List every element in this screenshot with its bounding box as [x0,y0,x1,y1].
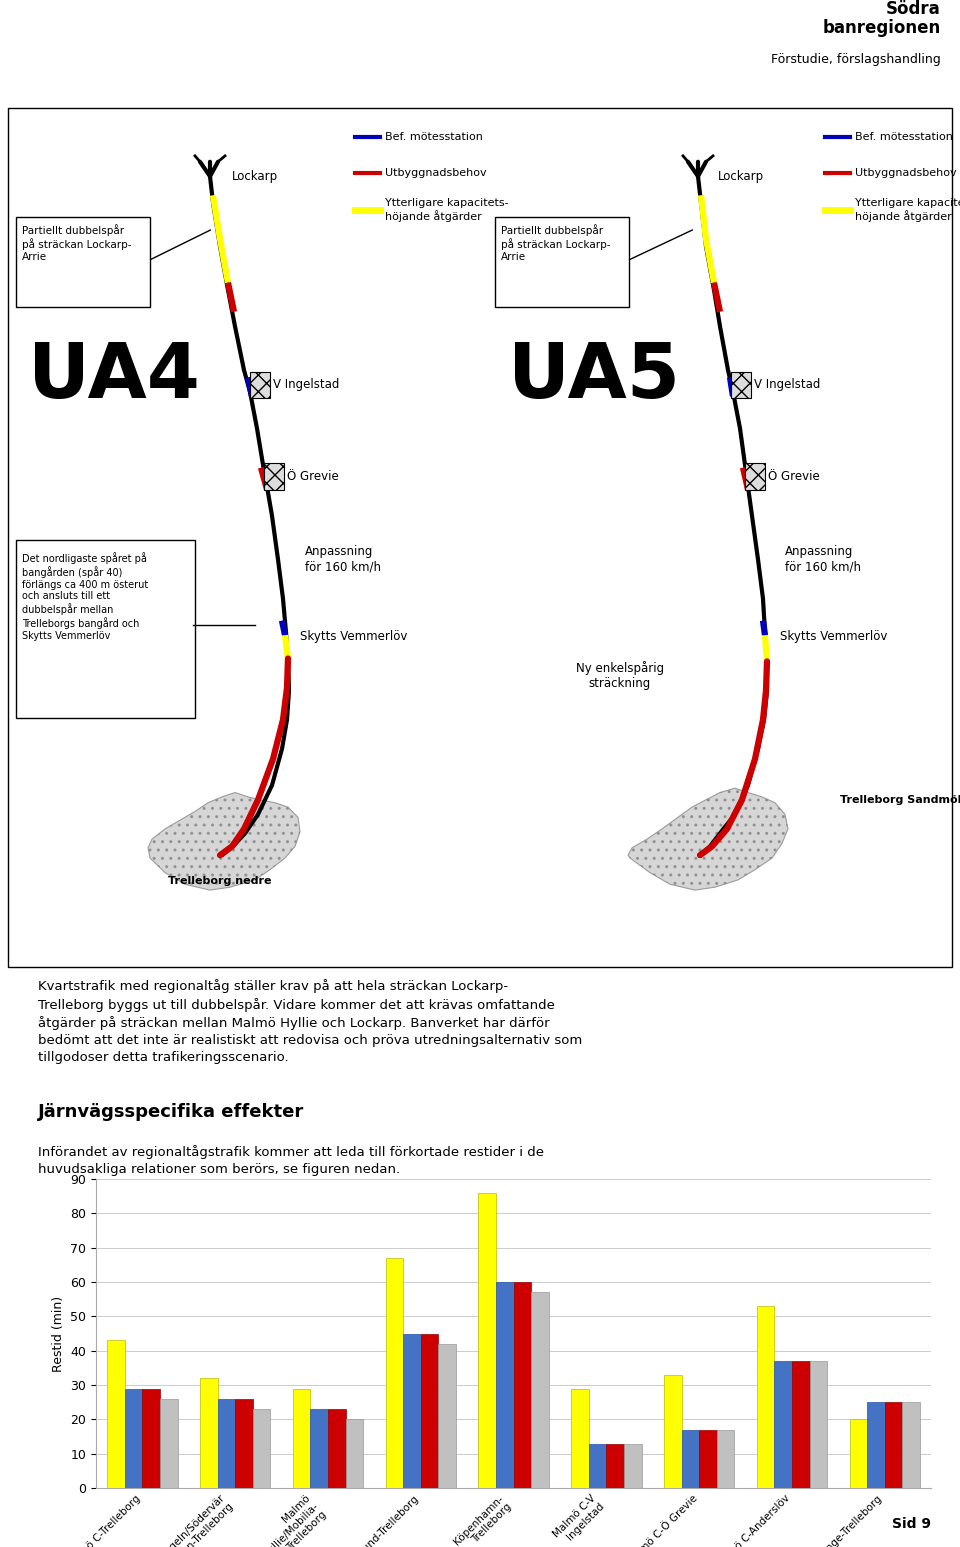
Bar [160,1398,178,1488]
Bar [346,1420,363,1488]
Bar [142,1389,160,1488]
Bar [310,1409,328,1488]
Bar [717,1429,734,1488]
Bar [235,1398,252,1488]
Bar [386,1258,403,1488]
FancyBboxPatch shape [16,540,195,718]
Text: UA5: UA5 [508,340,680,415]
Polygon shape [148,792,300,890]
Text: Det nordligaste spåret på
bangården (spår 40)
förlängs ca 400 m österut
och ansl: Det nordligaste spåret på bangården (spå… [22,552,148,640]
Bar [496,1282,514,1488]
Text: Ytterligare kapacitets-
höjande åtgärder: Ytterligare kapacitets- höjande åtgärder [385,198,509,221]
Text: V Ingelstad: V Ingelstad [273,377,340,391]
Text: Kvartstrafik med regionaltåg ställer krav på att hela sträckan Lockarp-
Trellebo: Kvartstrafik med regionaltåg ställer kra… [38,979,583,1064]
Text: Utbyggnadsbehov: Utbyggnadsbehov [855,169,956,178]
Text: Införandet av regionaltågstrafik kommer att leda till förkortade restider i de
h: Införandet av regionaltågstrafik kommer … [38,1145,544,1176]
FancyBboxPatch shape [264,463,284,489]
Bar [571,1389,588,1488]
Bar [218,1398,235,1488]
Y-axis label: Restid (min): Restid (min) [52,1295,64,1372]
Text: Anpassning
för 160 km/h: Anpassning för 160 km/h [305,546,381,574]
Text: Ny enkelspårig
sträckning: Ny enkelspårig sträckning [576,662,664,690]
Bar [420,1334,439,1488]
Bar [664,1375,682,1488]
Text: Skytts Vemmerlöv: Skytts Vemmerlöv [780,630,887,644]
Bar [607,1443,624,1488]
Text: Järnvägsspecifika effekter: Järnvägsspecifika effekter [38,1103,304,1122]
Text: Utbyggnadsbehov: Utbyggnadsbehov [385,169,487,178]
Text: Ö Grevie: Ö Grevie [287,470,339,483]
Text: Skytts Vemmerlöv: Skytts Vemmerlöv [300,630,407,644]
Text: Sid 9: Sid 9 [892,1516,931,1532]
Bar [200,1378,218,1488]
Text: Anpassning
för 160 km/h: Anpassning för 160 km/h [785,546,861,574]
Bar [531,1292,549,1488]
Bar [439,1344,456,1488]
FancyBboxPatch shape [745,463,765,489]
Text: Bef. mötesstation: Bef. mötesstation [385,131,483,142]
FancyBboxPatch shape [495,217,629,308]
Text: Förstudie, förslagshandling: Förstudie, förslagshandling [771,53,941,67]
Bar [885,1402,902,1488]
Bar [756,1306,775,1488]
Bar [403,1334,420,1488]
FancyBboxPatch shape [250,371,270,398]
Text: UA4: UA4 [28,340,200,415]
Bar [682,1429,699,1488]
Bar [792,1361,809,1488]
Text: Lockarp: Lockarp [232,170,278,183]
Text: Södra
banregionen: Södra banregionen [823,0,941,37]
Bar [328,1409,346,1488]
Bar [775,1361,792,1488]
Bar [850,1420,867,1488]
Bar [125,1389,142,1488]
Bar [699,1429,717,1488]
Bar [478,1193,496,1488]
FancyBboxPatch shape [731,371,751,398]
Bar [252,1409,271,1488]
Text: Lockarp: Lockarp [718,170,764,183]
Bar [624,1443,641,1488]
Bar [588,1443,607,1488]
Bar [108,1340,125,1488]
Text: Ö Grevie: Ö Grevie [768,470,820,483]
Text: V Ingelstad: V Ingelstad [754,377,821,391]
Text: Partiellt dubbelspår
på sträckan Lockarp-
Arrie: Partiellt dubbelspår på sträckan Lockarp… [501,224,611,261]
Text: Trelleborg nedre: Trelleborg nedre [168,876,272,885]
Text: Bef. mötesstation: Bef. mötesstation [855,131,953,142]
Text: Ytterligare kapacitets-
höjande åtgärder: Ytterligare kapacitets- höjande åtgärder [855,198,960,221]
Text: Trelleborg Sandmöllan: Trelleborg Sandmöllan [840,795,960,804]
Text: Partiellt dubbelspår
på sträckan Lockarp-
Arrie: Partiellt dubbelspår på sträckan Lockarp… [22,224,132,261]
FancyBboxPatch shape [16,217,150,308]
Bar [867,1402,885,1488]
Bar [293,1389,310,1488]
Bar [514,1282,531,1488]
Bar [809,1361,828,1488]
Polygon shape [628,787,788,890]
Bar [902,1402,920,1488]
